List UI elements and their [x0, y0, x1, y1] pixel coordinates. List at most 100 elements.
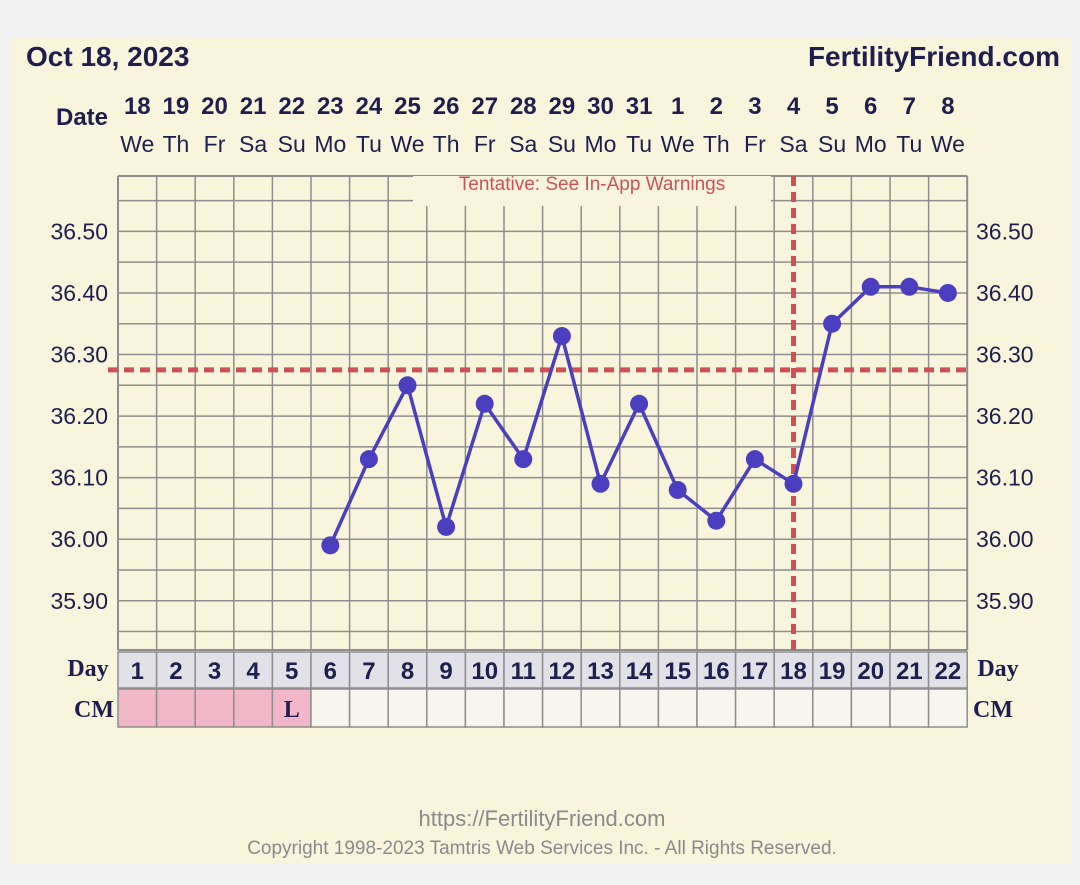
day-number: 20 [857, 658, 884, 685]
temperature-point [900, 277, 919, 296]
day-cell [812, 651, 853, 689]
date-label: 28 [510, 93, 537, 120]
weekday-label: Su [278, 131, 306, 157]
cm-cell [734, 688, 775, 728]
day-cell [503, 651, 544, 689]
tentative-bg [413, 176, 771, 206]
day-number: 4 [246, 658, 260, 685]
day-cell [734, 651, 775, 689]
date-label: 29 [549, 93, 576, 120]
cm-row-label-right: CM [973, 697, 1013, 723]
cm-cell [348, 688, 389, 728]
day-number: 1 [131, 658, 144, 685]
date-label: 20 [201, 93, 228, 120]
temperature-point [359, 450, 378, 469]
y-tick-label: 36.00 [50, 526, 108, 552]
day-number: 7 [362, 658, 375, 685]
y-tick-label: 36.10 [50, 465, 108, 491]
temperature-point [938, 283, 957, 302]
cm-cell [696, 688, 737, 728]
weekday-label: We [931, 131, 965, 157]
bbt-chart: Oct 18, 2023 FertilityFriend.com Date 18… [26, 41, 1060, 859]
day-number: 14 [626, 658, 653, 685]
day-number: 6 [324, 658, 337, 685]
temperature-point [514, 450, 533, 469]
cm-cell [310, 688, 351, 728]
cm-row: L [117, 688, 968, 728]
day-number: 9 [439, 658, 452, 685]
temperature-point [823, 314, 842, 333]
date-label: 18 [124, 93, 151, 120]
day-cell [155, 651, 196, 689]
cm-cell [657, 688, 698, 728]
day-number: 10 [471, 658, 498, 685]
cm-cell [426, 688, 467, 728]
footer-copyright: Copyright 1998-2023 Tamtris Web Services… [247, 838, 837, 859]
y-tick-label: 36.00 [976, 526, 1034, 552]
weekday-label: Th [162, 131, 189, 157]
weekday-label: Tu [626, 131, 652, 157]
date-row-label: Date [56, 104, 108, 131]
day-cell [541, 651, 582, 689]
cm-value: L [284, 697, 300, 723]
weekday-label: We [390, 131, 424, 157]
temperature-point [668, 480, 687, 499]
weekday-label: Sa [779, 131, 807, 157]
cm-cell [580, 688, 621, 728]
date-row: 18We19Th20Fr21Sa22Su23Mo24Tu25We26Th27Fr… [120, 93, 965, 157]
date-label: 26 [433, 93, 460, 120]
day-number: 11 [511, 658, 536, 685]
weekday-label: Sa [239, 131, 267, 157]
date-label: 3 [748, 93, 761, 120]
y-axis-right: 35.90 36.00 36.10 36.20 36.30 36.40 36.50 [976, 218, 1034, 613]
temperature-point [745, 450, 764, 469]
weekday-label: We [661, 131, 695, 157]
y-tick-label: 36.40 [976, 280, 1034, 306]
date-label: 8 [941, 93, 954, 120]
footer-url[interactable]: https://FertilityFriend.com [419, 806, 666, 831]
weekday-label: Fr [204, 131, 226, 157]
grid [117, 175, 969, 651]
day-cell [850, 651, 891, 689]
day-number: 16 [703, 658, 730, 685]
cm-cell [619, 688, 660, 728]
day-number: 2 [169, 658, 182, 685]
cm-row-label: CM [74, 697, 114, 723]
weekday-label: Tu [356, 131, 382, 157]
day-cell [696, 651, 737, 689]
weekday-label: Th [703, 131, 730, 157]
tentative-warning: Tentative: See In-App Warnings [459, 174, 726, 195]
day-cell [117, 651, 158, 689]
weekday-label: Mo [585, 131, 617, 157]
day-row: 1 2 3 4 5 6 7 8 9 10 11 12 13 14 15 16 17 18 19 20 21 22 [117, 651, 968, 689]
weekday-label: Fr [744, 131, 766, 157]
date-label: 27 [471, 93, 498, 120]
day-cell [348, 651, 389, 689]
weekday-label: Mo [855, 131, 887, 157]
date-label: 25 [394, 93, 421, 120]
day-number: 21 [896, 658, 923, 685]
day-row-label: Day [67, 656, 108, 682]
cm-cell [773, 688, 814, 728]
day-number: 15 [664, 658, 691, 685]
day-number: 19 [819, 658, 846, 685]
cm-cell [889, 688, 930, 728]
day-number: 5 [285, 658, 298, 685]
day-number: 17 [742, 658, 769, 685]
y-axis-left: 35.90 36.00 36.10 36.20 36.30 36.40 36.50 [50, 218, 108, 613]
day-number: 18 [780, 658, 807, 685]
temperature-point [398, 376, 417, 395]
temperature-series [321, 277, 957, 555]
day-number: 12 [549, 658, 576, 685]
chart-card: Oct 18, 2023 FertilityFriend.com Date 18… [12, 38, 1072, 863]
y-tick-label: 36.30 [976, 342, 1034, 368]
y-tick-label: 36.50 [976, 218, 1034, 244]
day-row-label-right: Day [977, 656, 1018, 682]
weekday-label: Sa [509, 131, 537, 157]
cm-cell [850, 688, 891, 728]
chart-date: Oct 18, 2023 [26, 41, 189, 72]
cm-cell [503, 688, 544, 728]
day-cell [387, 651, 428, 689]
day-number: 8 [401, 658, 414, 685]
temperature-point [630, 394, 649, 413]
